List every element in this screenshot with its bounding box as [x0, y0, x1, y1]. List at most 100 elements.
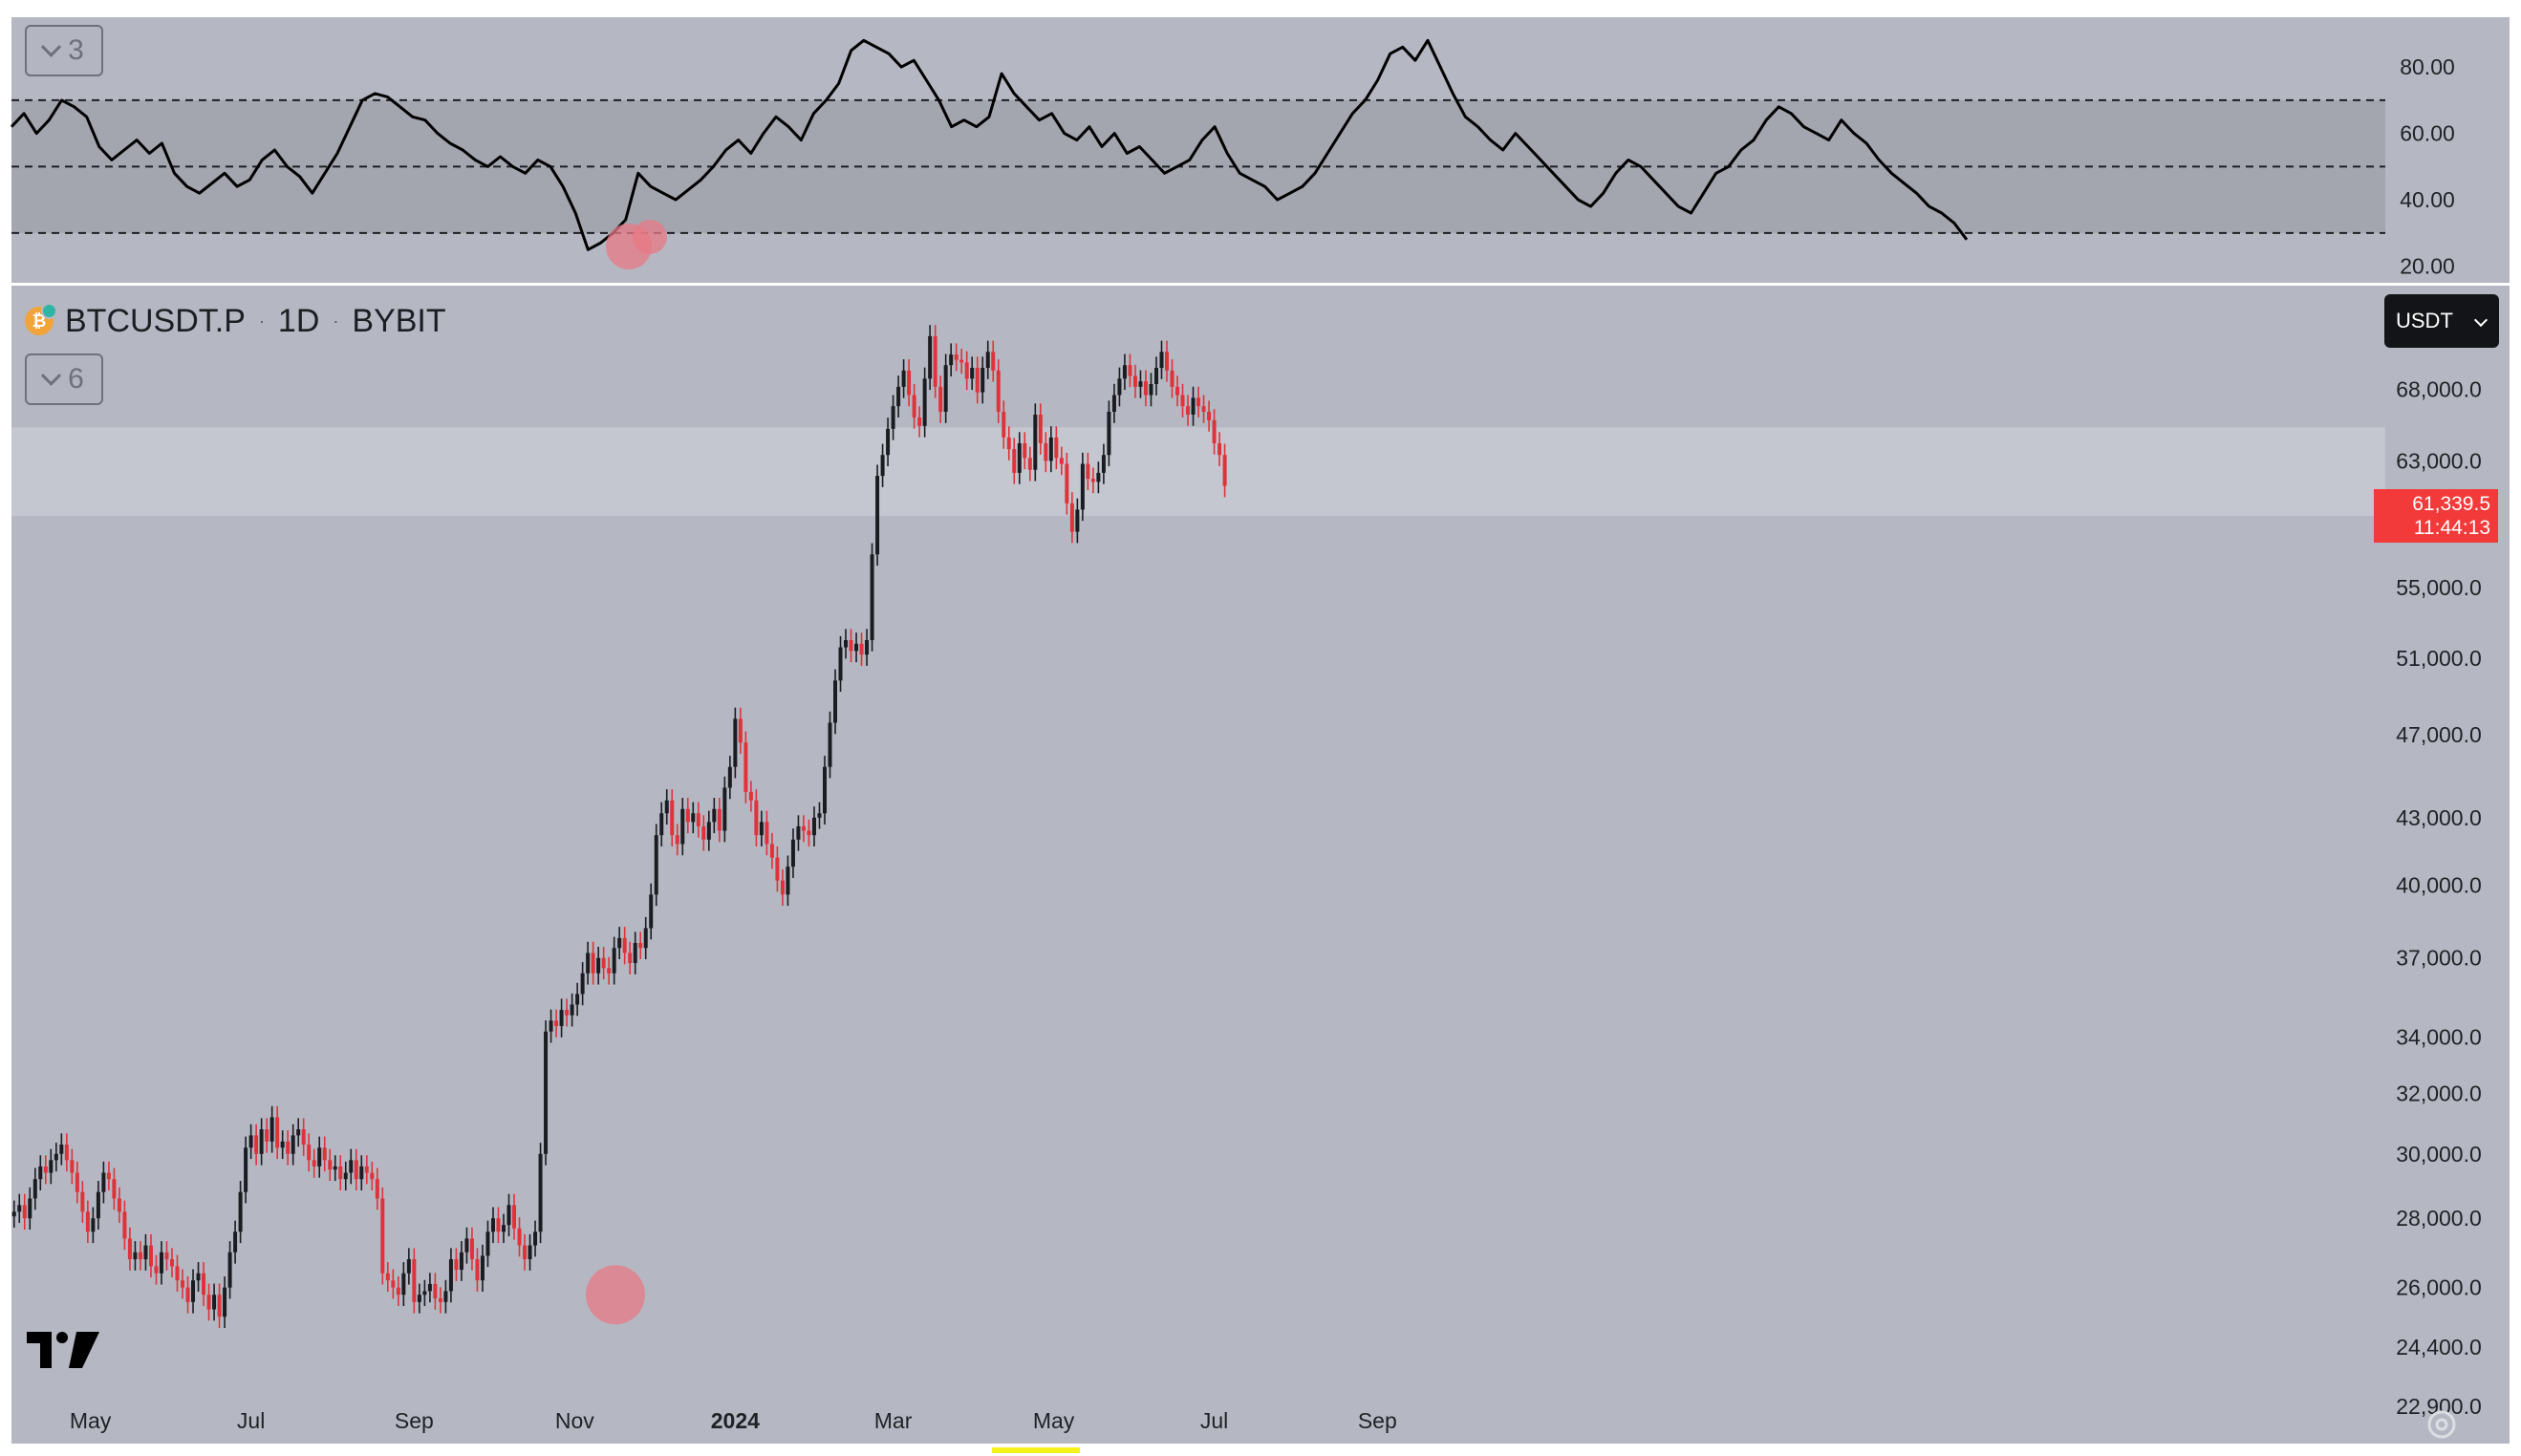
candle: [196, 1262, 201, 1292]
symbol-legend[interactable]: ₿ BTCUSDT.P · 1D · BYBIT: [25, 300, 446, 342]
candle: [612, 936, 616, 985]
candle: [354, 1148, 358, 1191]
price-low-marker: [586, 1265, 645, 1325]
candle: [217, 1283, 222, 1329]
chevron-down-icon: [2473, 312, 2489, 328]
candle: [786, 855, 790, 907]
candle: [959, 348, 964, 375]
candle: [28, 1187, 32, 1231]
symbol-name[interactable]: BTCUSDT.P: [65, 302, 246, 339]
candle: [1006, 426, 1011, 460]
candle: [633, 931, 637, 974]
rsi-collapse-button[interactable]: 3: [25, 25, 103, 76]
candle: [870, 543, 874, 652]
candle: [928, 325, 933, 391]
candle: [32, 1167, 37, 1210]
exchange-label[interactable]: BYBIT: [352, 302, 446, 339]
candle: [638, 931, 643, 960]
indicator-collapse-button[interactable]: 6: [25, 353, 103, 405]
price-axis-tick: 30,000.0: [2396, 1142, 2482, 1167]
candle: [1180, 383, 1185, 418]
candle: [512, 1193, 517, 1240]
candle: [780, 868, 785, 907]
candle: [148, 1233, 153, 1278]
candle: [448, 1248, 453, 1303]
candle: [64, 1133, 69, 1172]
candle: [143, 1233, 148, 1271]
candle: [517, 1217, 522, 1257]
price-axis-tick: 43,000.0: [2396, 805, 2482, 830]
candle: [1117, 367, 1122, 407]
price-axis-bg: [2385, 286, 2510, 1444]
candle: [738, 707, 743, 755]
candle: [696, 802, 700, 838]
candle: [643, 916, 648, 960]
candle: [54, 1143, 58, 1172]
candle: [1096, 461, 1101, 494]
time-axis-tick: 2024: [711, 1408, 760, 1433]
candle: [312, 1148, 316, 1178]
candle: [1086, 452, 1090, 491]
candle: [912, 383, 916, 429]
candle: [91, 1207, 96, 1244]
rsi-axis-tick: 80.00: [2400, 54, 2455, 79]
time-axis-tick: May: [70, 1408, 112, 1433]
candle: [359, 1155, 364, 1191]
price-axis-tick: 55,000.0: [2396, 575, 2482, 600]
candle: [628, 941, 633, 974]
candle: [117, 1187, 121, 1224]
candle: [1107, 400, 1111, 467]
candle: [1153, 356, 1158, 396]
candle: [490, 1207, 495, 1244]
tradingview-logo-icon[interactable]: [27, 1330, 101, 1370]
candle: [22, 1193, 27, 1231]
candle: [811, 806, 816, 846]
candle: [338, 1155, 343, 1191]
candle: [85, 1200, 90, 1244]
candle: [370, 1161, 375, 1191]
interval-label[interactable]: 1D: [277, 302, 320, 339]
candle: [227, 1241, 232, 1299]
price-axis-tick: 22,900.0: [2396, 1394, 2482, 1419]
candle: [1149, 373, 1153, 407]
candle: [565, 998, 570, 1027]
candle: [533, 1220, 538, 1257]
price-axis-tick: 37,000.0: [2396, 946, 2482, 971]
candle: [433, 1273, 438, 1310]
legend-separator: ·: [258, 310, 265, 331]
gear-icon[interactable]: [2425, 1408, 2458, 1441]
candle: [712, 798, 717, 834]
candle: [406, 1248, 411, 1285]
chevron-down-icon: [41, 365, 62, 386]
rsi-line[interactable]: [10, 38, 1969, 251]
candle: [833, 669, 838, 735]
candle: [181, 1269, 185, 1299]
candle: [801, 815, 806, 843]
candle: [1002, 400, 1006, 449]
candle: [254, 1124, 259, 1166]
candle: [317, 1136, 322, 1178]
rsi-band-fill: [11, 99, 2385, 233]
candle: [1217, 432, 1222, 467]
candle: [865, 629, 870, 666]
candle: [754, 789, 759, 846]
candle: [38, 1155, 43, 1191]
candle: [844, 629, 849, 659]
candle: [275, 1105, 280, 1160]
currency-button[interactable]: USDT: [2384, 294, 2499, 348]
candle: [544, 1020, 549, 1166]
price-axis-tick: 32,000.0: [2396, 1081, 2482, 1106]
support-zone[interactable]: [11, 427, 2385, 516]
candle: [43, 1155, 48, 1185]
candle: [769, 832, 774, 869]
currency-label: USDT: [2396, 309, 2453, 332]
candle: [1186, 395, 1191, 426]
candle: [1222, 443, 1227, 498]
candle: [859, 632, 864, 666]
candle: [1175, 375, 1180, 407]
candle: [901, 359, 906, 398]
candle: [1038, 403, 1043, 455]
candle: [175, 1254, 180, 1292]
candle: [1048, 426, 1053, 473]
